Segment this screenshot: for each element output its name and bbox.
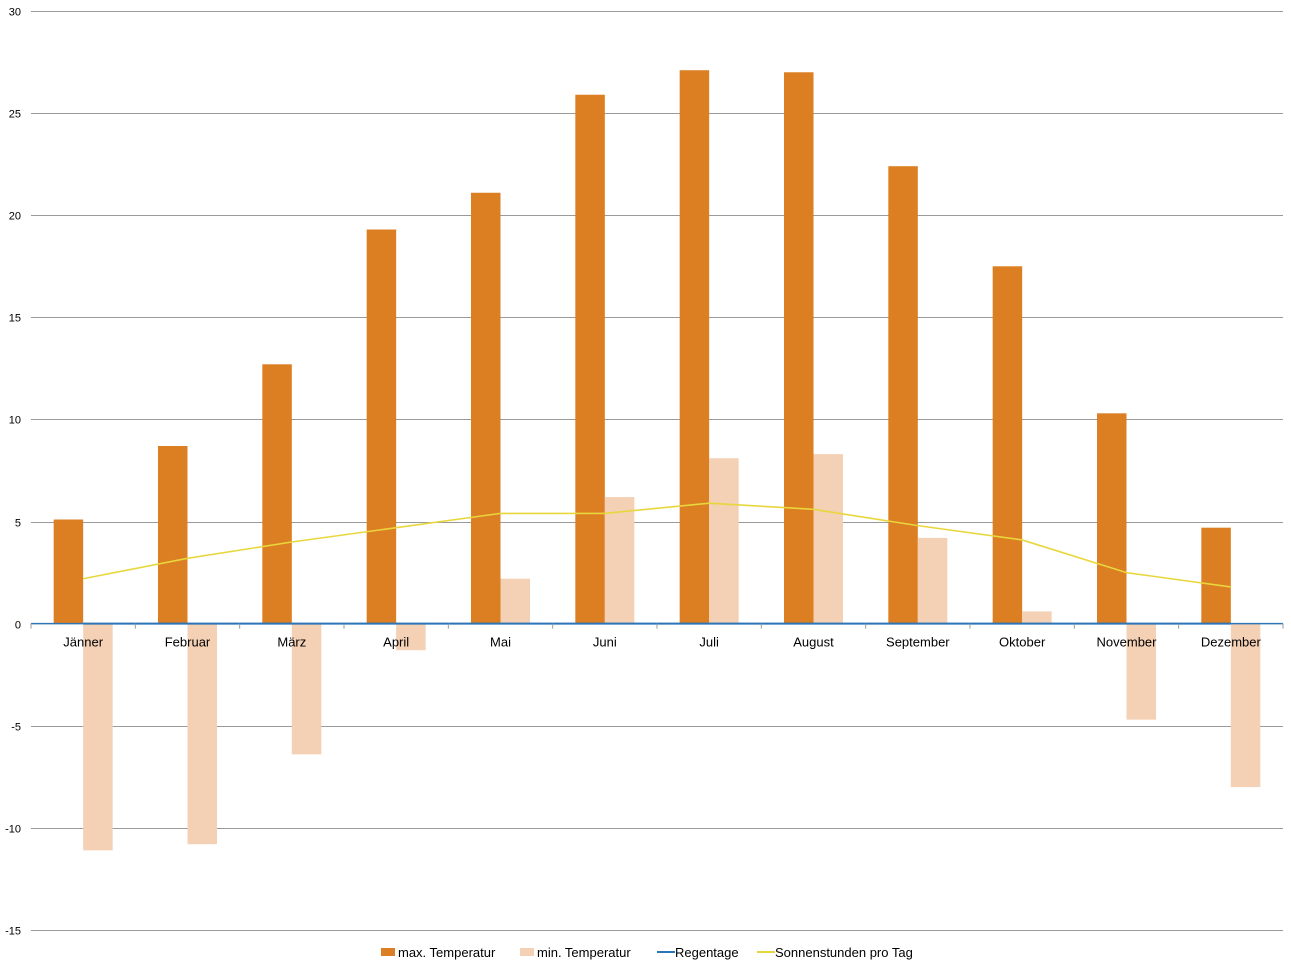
bar-max-temperature <box>575 94 605 624</box>
y-tick-label: 20 <box>9 211 21 223</box>
legend-label: min. Temperatur <box>537 945 631 960</box>
bar-max-temperature <box>262 364 292 624</box>
y-tick-label: -5 <box>11 722 21 734</box>
bar-min-temperature <box>1230 623 1261 788</box>
x-tick-label: Juli <box>699 635 719 650</box>
y-tick-label: 30 <box>9 7 21 19</box>
legend-item: Regentage <box>657 945 739 960</box>
bar-max-temperature <box>888 166 918 624</box>
bars <box>53 70 1261 851</box>
bar-min-temperature <box>813 454 843 624</box>
x-tick-label: Juni <box>593 635 617 650</box>
bar-max-temperature <box>784 72 814 624</box>
y-tick-label: 25 <box>9 109 21 121</box>
x-tick-label: Oktober <box>999 635 1046 650</box>
bar-min-temperature <box>1022 611 1052 624</box>
x-tick-label: Februar <box>165 635 211 650</box>
legend-swatch <box>381 948 395 956</box>
bar-min-temperature <box>1126 623 1156 720</box>
bar-max-temperature <box>679 70 710 624</box>
bar-max-temperature <box>1201 527 1231 624</box>
x-tick-label: August <box>793 635 834 650</box>
bar-min-temperature <box>291 623 322 755</box>
legend-swatch <box>520 948 534 956</box>
y-tick-label: 10 <box>9 415 21 427</box>
legend-label: Sonnenstunden pro Tag <box>775 945 913 960</box>
bar-max-temperature <box>1097 413 1127 624</box>
x-tick-label: März <box>277 635 306 650</box>
x-tick-label: Dezember <box>1201 635 1262 650</box>
bar-min-temperature <box>500 578 530 624</box>
bar-min-temperature <box>917 537 948 624</box>
bar-min-temperature <box>604 497 635 624</box>
bar-max-temperature <box>53 519 84 624</box>
bar-min-temperature <box>709 458 739 624</box>
y-tick-label: 15 <box>9 313 21 325</box>
bar-min-temperature <box>396 623 426 651</box>
x-tick-label: April <box>383 635 409 650</box>
bar-max-temperature <box>158 445 188 624</box>
y-tick-label: 5 <box>15 518 21 530</box>
x-tick-label: Jänner <box>63 635 103 650</box>
legend-label: Regentage <box>675 945 739 960</box>
x-tick-label: Mai <box>490 635 511 650</box>
bar-max-temperature <box>366 229 397 624</box>
y-tick-label: 0 <box>15 620 21 632</box>
series-lines <box>30 502 1284 629</box>
x-tick-label: November <box>1097 635 1158 650</box>
x-axis-labels: Jänner Februar März April Mai Juni Juli August S… <box>63 635 1261 650</box>
y-tick-label: -15 <box>5 926 21 938</box>
legend-label: max. Temperatur <box>398 945 496 960</box>
gridlines <box>31 11 1283 931</box>
y-tick-label: -10 <box>5 824 21 836</box>
series-line-sonnenstunden <box>83 502 1231 588</box>
bar-max-temperature <box>471 192 501 624</box>
legend-item: max. Temperatur <box>381 945 496 960</box>
bar-max-temperature <box>992 266 1023 624</box>
legend: max. Temperatur min. Temperatur Regentage S… <box>381 945 913 960</box>
legend-item: Sonnenstunden pro Tag <box>757 945 913 960</box>
bar-min-temperature <box>83 623 113 851</box>
bar-min-temperature <box>187 623 217 845</box>
y-axis-labels: 30 25 20 15 10 5 0 -5 -10 -15 <box>5 7 21 938</box>
legend-item: min. Temperatur <box>520 945 631 960</box>
x-tick-label: September <box>886 635 950 650</box>
